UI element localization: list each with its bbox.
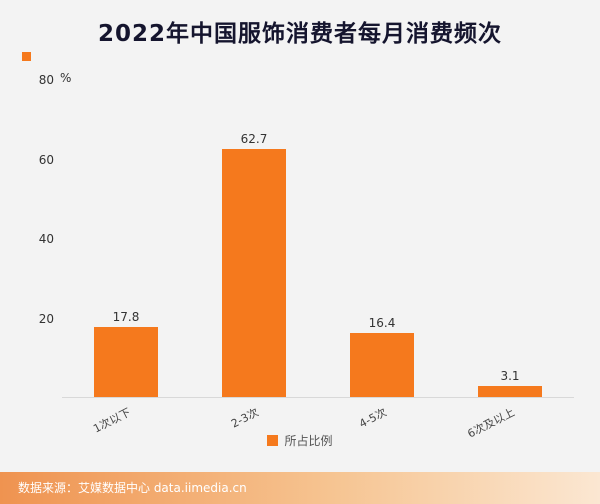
bar-column: 17.8 1次以下	[91, 80, 158, 436]
plot-area: % 20 40 60 80 17.8 1次以下 62.7 2-3次 16.4 4-5次 3.1 6次…	[14, 71, 586, 441]
bar-value-label: 62.7	[240, 131, 268, 146]
bar-column: 3.1 6次及以上	[465, 80, 542, 441]
y-axis: 20 40 60 80	[14, 73, 54, 398]
bar[interactable]	[350, 332, 414, 398]
y-tick-label: 80	[38, 73, 54, 87]
bar-value-label: 17.8	[112, 310, 140, 325]
chart-title: 2022年中国服饰消费者每月消费频次	[97, 21, 502, 47]
x-axis-line	[62, 397, 574, 398]
legend-swatch-icon	[267, 435, 279, 446]
source-bar: 数据来源：艾媒数据中心 data.iimedia.cn	[0, 472, 600, 504]
y-axis-unit-label: %	[60, 71, 72, 85]
bar[interactable]	[94, 327, 158, 398]
bar-value-label: 3.1	[500, 368, 520, 383]
bar[interactable]	[478, 385, 542, 398]
y-tick-label: 40	[38, 232, 54, 246]
y-tick-label: 60	[38, 152, 54, 167]
y-tick-label: 20	[38, 311, 54, 326]
bars-container: 17.8 1次以下 62.7 2-3次 16.4 4-5次 3.1 6次及以上	[62, 80, 574, 441]
bar[interactable]	[222, 148, 286, 398]
bar-column: 62.7 2-3次	[222, 80, 286, 431]
source-text: 数据来源：艾媒数据中心 data.iimedia.cn	[18, 481, 247, 495]
legend[interactable]: 所占比例	[0, 432, 600, 449]
x-category-label: 2-3次	[229, 405, 261, 431]
legend-label: 所占比例	[284, 434, 333, 448]
corner-accent-square	[22, 52, 31, 61]
bar-value-label: 16.4	[368, 315, 396, 330]
x-category-label: 4-5次	[357, 405, 389, 431]
bar-column: 16.4 4-5次	[350, 80, 414, 431]
